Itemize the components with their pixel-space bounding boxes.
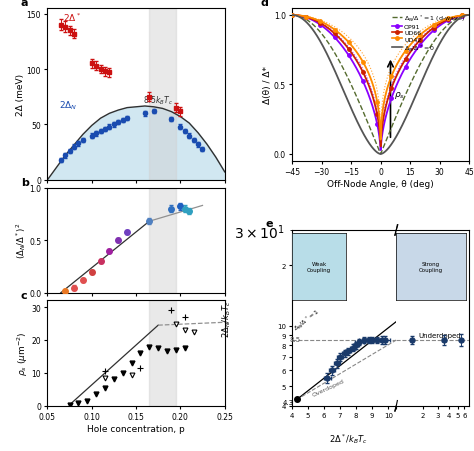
Text: e: e: [266, 219, 273, 229]
Text: $\rho_s$: $\rho_s$: [394, 89, 405, 101]
Text: Underdoped: Underdoped: [419, 333, 461, 339]
Text: $8.5k_BT_c$: $8.5k_BT_c$: [143, 94, 173, 106]
Text: 4.3: 4.3: [283, 399, 293, 405]
Text: $2\Delta^*$: $2\Delta^*$: [64, 12, 82, 24]
Text: a: a: [21, 0, 28, 8]
Bar: [149, 9, 176, 180]
Text: Overdoped: Overdoped: [311, 377, 345, 396]
Bar: [149, 188, 176, 293]
Text: $2\Delta^*/k_BT_c$: $2\Delta^*/k_BT_c$: [329, 432, 368, 446]
Text: d: d: [260, 0, 268, 8]
Text: Strong Coupling: Strong Coupling: [400, 244, 444, 249]
Y-axis label: Δ(θ) / Δ*: Δ(θ) / Δ*: [263, 66, 272, 104]
Y-axis label: 2Δ (meV): 2Δ (meV): [16, 74, 25, 116]
Text: $2\Delta_N$: $2\Delta_N$: [59, 100, 77, 112]
Bar: [149, 301, 176, 406]
Legend: $\Delta_N/\Delta^*=1$ (d-wave), OP91, UD66, UD42, $\Delta_N/\Delta^*=0$: $\Delta_N/\Delta^*=1$ (d-wave), OP91, UD…: [391, 12, 466, 55]
Y-axis label: $\rho_s$ ($\mu$m$^{-2}$): $\rho_s$ ($\mu$m$^{-2}$): [16, 331, 30, 376]
Y-axis label: $2\Delta_N/k_BT_c$: $2\Delta_N/k_BT_c$: [220, 299, 233, 337]
Text: c: c: [21, 291, 27, 301]
Text: b: b: [21, 178, 29, 188]
Text: Weak Coupling: Weak Coupling: [293, 244, 334, 249]
X-axis label: Off-Node Angle, θ (deg): Off-Node Angle, θ (deg): [327, 179, 434, 189]
Text: 8.5: 8.5: [290, 336, 301, 342]
X-axis label: Hole concentration, p: Hole concentration, p: [87, 424, 185, 433]
Text: $\Delta_N/\Delta^*=1$: $\Delta_N/\Delta^*=1$: [292, 307, 323, 334]
Y-axis label: $(\Delta_N/\Delta^*)^2$: $(\Delta_N/\Delta^*)^2$: [14, 222, 27, 259]
